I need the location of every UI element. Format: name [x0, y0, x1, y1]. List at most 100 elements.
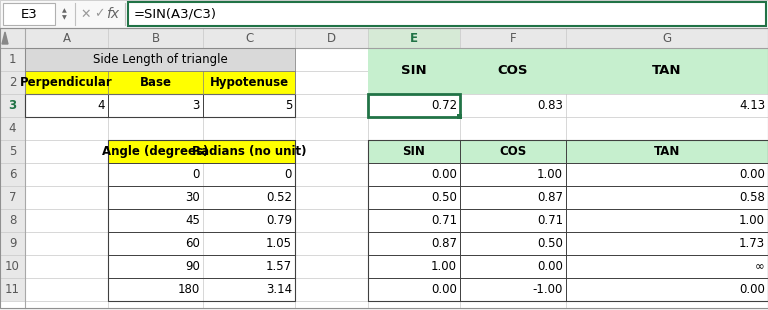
Text: =SIN(A3/C3): =SIN(A3/C3) [134, 7, 217, 20]
Text: 1.00: 1.00 [739, 214, 765, 227]
Bar [25, 71, 295, 94]
Text: -1.00: -1.00 [533, 283, 563, 296]
Text: 0.79: 0.79 [266, 214, 292, 227]
Bar [0, 71, 25, 94]
Bar [460, 140, 566, 163]
Text: 5: 5 [8, 145, 16, 158]
Text: 5: 5 [285, 99, 292, 112]
Text: 7: 7 [8, 191, 16, 204]
Text: ▼: ▼ [61, 15, 66, 20]
Text: 4: 4 [8, 122, 16, 135]
Bar [0, 94, 25, 117]
Text: 0.58: 0.58 [739, 191, 765, 204]
Text: TAN: TAN [654, 145, 680, 158]
Text: Radians (no unit): Radians (no unit) [192, 145, 306, 158]
Bar [0, 163, 25, 186]
Bar [368, 140, 460, 163]
Bar [368, 48, 460, 94]
Text: Perpendicular: Perpendicular [20, 76, 113, 89]
Bar [368, 140, 768, 301]
Bar [25, 48, 295, 71]
Bar [0, 255, 25, 278]
Text: TAN: TAN [652, 64, 682, 78]
Text: 0.50: 0.50 [431, 191, 457, 204]
Text: D: D [327, 32, 336, 45]
Text: 30: 30 [185, 191, 200, 204]
Text: 0.87: 0.87 [537, 191, 563, 204]
Text: 0.83: 0.83 [537, 99, 563, 112]
Text: 1.00: 1.00 [431, 260, 457, 273]
Bar [0, 209, 25, 232]
Text: Side Length of triangle: Side Length of triangle [93, 53, 227, 66]
Text: 0.71: 0.71 [431, 214, 457, 227]
Bar [460, 48, 566, 94]
Bar [108, 71, 203, 94]
Text: fx: fx [107, 7, 120, 21]
Text: 0.50: 0.50 [537, 237, 563, 250]
Bar [0, 28, 25, 48]
Text: B: B [151, 32, 160, 45]
Text: 4.13: 4.13 [739, 99, 765, 112]
Text: SIN: SIN [401, 64, 427, 78]
Text: 45: 45 [185, 214, 200, 227]
Bar [0, 186, 25, 209]
Text: Angle (degrees): Angle (degrees) [102, 145, 209, 158]
Text: 1.05: 1.05 [266, 237, 292, 250]
Text: 0.00: 0.00 [431, 168, 457, 181]
Text: 1: 1 [8, 53, 16, 66]
Bar [203, 71, 295, 94]
Text: G: G [663, 32, 671, 45]
Bar [108, 140, 203, 163]
Text: 6: 6 [8, 168, 16, 181]
Text: E3: E3 [21, 7, 38, 20]
Text: E: E [410, 32, 418, 45]
Bar [128, 2, 766, 26]
Text: 0.87: 0.87 [431, 237, 457, 250]
Text: 0.00: 0.00 [739, 283, 765, 296]
Text: 11: 11 [5, 283, 20, 296]
Bar [25, 94, 295, 117]
Text: 3: 3 [193, 99, 200, 112]
Text: 0.52: 0.52 [266, 191, 292, 204]
Text: 1.57: 1.57 [266, 260, 292, 273]
Text: 4: 4 [98, 99, 105, 112]
Bar [108, 140, 295, 301]
Text: COS: COS [498, 64, 528, 78]
Text: ∞: ∞ [755, 260, 765, 273]
Text: C: C [245, 32, 253, 45]
Bar [203, 140, 295, 163]
Text: ▲: ▲ [61, 8, 66, 13]
Bar [0, 0, 768, 28]
Text: 9: 9 [8, 237, 16, 250]
Text: Hypotenuse: Hypotenuse [210, 76, 289, 89]
Text: 60: 60 [185, 237, 200, 250]
Text: 0.00: 0.00 [431, 283, 457, 296]
Text: A: A [62, 32, 71, 45]
Bar [368, 94, 460, 117]
Text: ✓: ✓ [94, 7, 104, 20]
Bar [0, 28, 768, 48]
Text: 1.00: 1.00 [537, 168, 563, 181]
Text: 8: 8 [8, 214, 16, 227]
Text: ✕: ✕ [81, 7, 91, 20]
Text: 1.73: 1.73 [739, 237, 765, 250]
Text: 180: 180 [177, 283, 200, 296]
Text: 3.14: 3.14 [266, 283, 292, 296]
Text: 0.72: 0.72 [431, 99, 457, 112]
Bar [25, 48, 295, 71]
Text: SIN: SIN [402, 145, 425, 158]
Bar [0, 278, 25, 301]
Bar [456, 114, 462, 119]
Text: F: F [510, 32, 516, 45]
Bar [0, 48, 25, 71]
Text: 10: 10 [5, 260, 20, 273]
Bar [3, 3, 55, 25]
Text: Base: Base [140, 76, 171, 89]
Text: COS: COS [499, 145, 527, 158]
Bar [0, 232, 25, 255]
Bar [25, 71, 108, 94]
Bar [0, 140, 25, 163]
Bar [368, 28, 460, 48]
Text: 0.00: 0.00 [537, 260, 563, 273]
Text: 3: 3 [8, 99, 17, 112]
